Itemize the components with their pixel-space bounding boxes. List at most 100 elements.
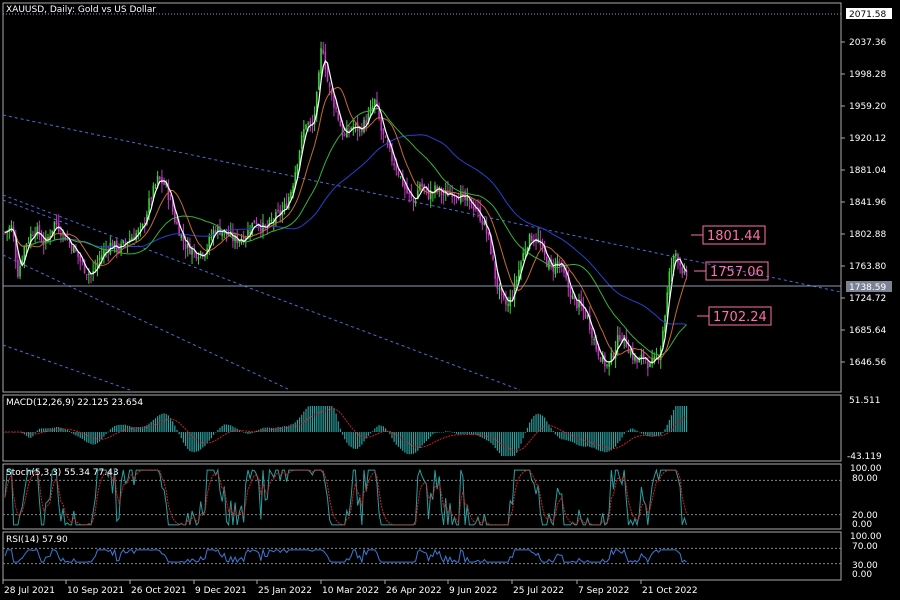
- candle-body: [83, 260, 86, 274]
- rsi-tick-70: 70.00: [852, 542, 878, 552]
- stochastic-indicator: [3, 468, 841, 527]
- macd-bar: [430, 432, 432, 437]
- candle-body: [434, 185, 436, 191]
- candle-body: [410, 192, 413, 198]
- candle-body: [303, 129, 305, 138]
- candle-body: [640, 354, 643, 359]
- candle-body: [193, 250, 195, 252]
- macd-bar: [589, 432, 591, 448]
- candle-body: [515, 279, 518, 283]
- macd-bar: [101, 432, 103, 440]
- macd-bar: [90, 432, 92, 445]
- macd-bar: [477, 432, 479, 436]
- candle-body: [455, 197, 458, 199]
- macd-bar: [511, 432, 513, 456]
- candle-body: [199, 251, 202, 256]
- channel-line: [2, 344, 131, 391]
- macd-bar: [180, 432, 182, 439]
- candle-body: [440, 189, 443, 196]
- candle-body: [40, 237, 43, 242]
- candle-body: [582, 303, 585, 311]
- candle-body: [70, 243, 73, 252]
- candle-body: [543, 245, 546, 256]
- candle-body: [533, 239, 535, 242]
- macd-bar: [574, 432, 576, 444]
- macd-bar: [13, 432, 15, 433]
- macd-bar: [187, 432, 189, 449]
- macd-bar: [240, 431, 243, 432]
- macd-bar: [451, 432, 453, 433]
- candle-body: [339, 120, 342, 127]
- macd-bar: [436, 432, 438, 433]
- macd-bar: [225, 424, 228, 432]
- macd-bar: [305, 408, 307, 432]
- macd-bar: [34, 432, 36, 434]
- macd-bar: [675, 406, 677, 432]
- macd-bar: [275, 427, 277, 432]
- macd-bar: [636, 430, 638, 432]
- macd-bar: [109, 429, 111, 432]
- macd-bar: [505, 432, 507, 456]
- candle-body: [528, 234, 531, 250]
- candle-body: [143, 222, 146, 224]
- macd-bar: [202, 432, 204, 448]
- candle-body: [406, 186, 408, 194]
- candle-body: [322, 49, 324, 54]
- time-tick-label: 28 Jul 2021: [4, 586, 55, 596]
- macd-bar: [77, 432, 79, 437]
- macd-bar: [159, 414, 161, 432]
- price-axis: 2037.36 1998.28 1959.20 1920.12 1881.04 1841.…: [841, 38, 886, 368]
- candle-body: [137, 229, 140, 234]
- macd-bar: [539, 414, 541, 432]
- macd-bar: [653, 432, 655, 437]
- candle-body: [389, 143, 391, 149]
- candle-body: [68, 241, 71, 244]
- macd-bar: [339, 428, 341, 432]
- candle-body: [685, 270, 688, 277]
- candle-body: [270, 220, 273, 222]
- candle-body: [10, 225, 13, 230]
- macd-bar: [292, 423, 294, 432]
- macd-tick-top: 51.511: [849, 396, 881, 406]
- candle-body: [178, 223, 180, 236]
- candle-body: [352, 126, 355, 129]
- level-box: [702, 225, 766, 245]
- macd-bar: [169, 418, 172, 432]
- macd-bar: [443, 432, 445, 433]
- macd-bar: [185, 432, 187, 446]
- candle-body: [354, 124, 357, 126]
- main-pane[interactable]: [2, 2, 842, 393]
- candle-body: [462, 192, 464, 194]
- candle-body: [371, 105, 374, 110]
- macd-bar: [105, 432, 107, 435]
- level-box: [708, 306, 772, 326]
- macd-bar: [533, 415, 535, 432]
- candle-body: [174, 211, 176, 223]
- candle-body: [217, 226, 219, 233]
- macd-bar: [21, 432, 23, 434]
- macd-bar: [595, 432, 597, 450]
- rsi-pane[interactable]: [2, 531, 842, 581]
- candle-body: [436, 186, 438, 191]
- candle-body: [487, 232, 490, 236]
- candle-body: [133, 236, 135, 240]
- macd-bar: [320, 406, 322, 432]
- macd-bar: [458, 432, 460, 435]
- macd-bar: [60, 427, 62, 432]
- candle-body: [358, 127, 361, 130]
- macd-bar: [425, 432, 427, 442]
- macd-bar: [572, 432, 574, 443]
- macd-bar: [552, 431, 554, 432]
- candle-body: [240, 239, 243, 243]
- candle-body: [131, 237, 133, 241]
- candle-body: [331, 89, 333, 95]
- macd-bar: [655, 432, 658, 437]
- macd-bar: [668, 419, 670, 432]
- macd-bar: [137, 427, 139, 432]
- macd-bar: [217, 429, 219, 432]
- macd-bar: [447, 431, 449, 432]
- macd-bar: [335, 413, 337, 432]
- time-tick-label: 26 Oct 2021: [131, 586, 187, 596]
- macd-bar: [68, 430, 71, 432]
